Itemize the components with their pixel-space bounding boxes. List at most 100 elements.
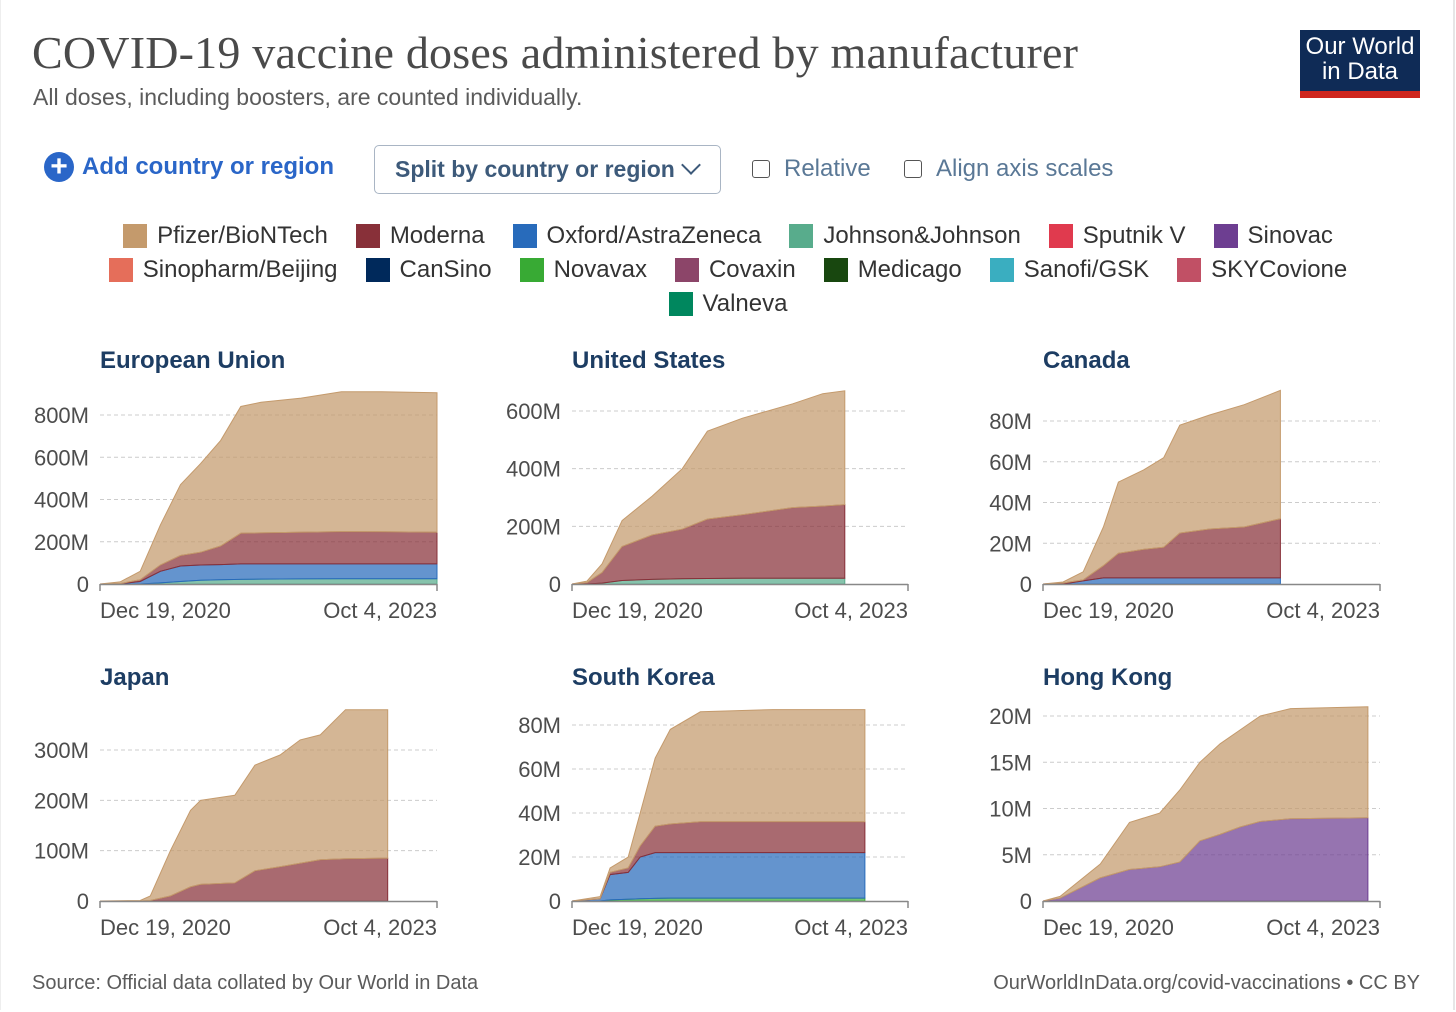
legend-label: Pfizer/BioNTech [157, 222, 328, 249]
legend-item[interactable]: Pfizer/BioNTech [123, 222, 328, 250]
legend-label: CanSino [399, 256, 492, 283]
legend-label: Medicago [857, 256, 962, 283]
x-tick-label: Dec 19, 2020 [572, 915, 703, 940]
area-pfizer-biontech [99, 709, 389, 902]
y-tick-label: 5M [1001, 843, 1032, 868]
y-tick-label: 600M [506, 399, 561, 424]
y-tick-label: 600M [34, 445, 89, 470]
y-tick-label: 0 [1020, 572, 1032, 597]
legend-swatch [1177, 258, 1202, 282]
legend-label: Oxford/AstraZeneca [546, 222, 762, 249]
x-tick-label: Oct 4, 2023 [794, 915, 908, 940]
legend-item[interactable]: SKYCovione [1177, 256, 1347, 284]
legend-swatch [512, 224, 537, 248]
source-link[interactable]: OurWorldInData.org/covid-vaccinations • … [993, 972, 1420, 994]
relative-checkbox[interactable]: Relative [752, 155, 871, 183]
x-tick-label: Dec 19, 2020 [100, 915, 231, 940]
legend-label: Sputnik V [1082, 222, 1186, 249]
owid-logo[interactable]: Our World in Data [1300, 30, 1420, 98]
legend-item[interactable]: CanSino [365, 256, 492, 284]
panel-title: European Union [100, 347, 285, 374]
y-tick-label: 10M [989, 797, 1032, 822]
split-by-dropdown[interactable]: Split by country or region [374, 145, 721, 194]
y-tick-label: 200M [34, 788, 89, 813]
y-tick-label: 0 [77, 889, 89, 914]
x-tick-label: Dec 19, 2020 [1043, 915, 1174, 940]
area-pfizer-biontech [99, 391, 438, 585]
legend-item[interactable]: Valneva [668, 290, 788, 318]
legend-item[interactable]: Sanofi/GSK [989, 256, 1150, 284]
legend-swatch [789, 224, 814, 248]
y-tick-label: 40M [989, 491, 1032, 516]
y-tick-label: 60M [989, 450, 1032, 475]
legend-item[interactable]: Johnson&Johnson [789, 222, 1021, 250]
y-tick-label: 80M [518, 713, 561, 738]
legend-item[interactable]: Novavax [519, 256, 647, 284]
chart-title: COVID-19 vaccine doses administered by m… [32, 27, 1079, 78]
checkbox-icon[interactable] [904, 160, 922, 178]
x-tick-label: Oct 4, 2023 [323, 598, 437, 623]
logo-line-2: in Data [1321, 58, 1399, 85]
y-tick-label: 40M [518, 801, 561, 826]
legend-swatch [519, 258, 544, 282]
y-tick-label: 20M [989, 531, 1032, 556]
legend-row: Pfizer/BioNTech Moderna Oxford/AstraZeneca… [0, 222, 1456, 250]
y-tick-label: 15M [989, 750, 1032, 775]
legend-label: Sinovac [1247, 222, 1333, 249]
legend-label: SKYCovione [1211, 256, 1348, 283]
legend-item[interactable]: Sinovac [1213, 222, 1333, 250]
y-tick-label: 60M [518, 757, 561, 782]
legend-swatch [989, 258, 1014, 282]
legend-row: Valneva [0, 290, 1456, 318]
y-tick-label: 0 [77, 572, 89, 597]
plus-circle-icon: + [44, 152, 74, 182]
add-country-button[interactable]: + Add country or region [44, 152, 334, 182]
legend-item[interactable]: Covaxin [674, 256, 796, 284]
area-pfizer-biontech [1042, 706, 1369, 902]
source-note: Source: Official data collated by Our Wo… [32, 972, 479, 994]
legend-item[interactable]: Oxford/AstraZeneca [512, 222, 762, 250]
area-pfizer-biontech [571, 709, 866, 902]
panel-title: South Korea [572, 664, 715, 691]
checkbox-icon[interactable] [752, 160, 770, 178]
y-tick-label: 20M [989, 704, 1032, 729]
legend-label: Sinopharm/Beijing [142, 256, 338, 283]
legend-swatch [674, 258, 699, 282]
y-tick-label: 200M [34, 530, 89, 555]
x-tick-label: Dec 19, 2020 [100, 598, 231, 623]
y-tick-label: 0 [549, 572, 561, 597]
legend-label: Valneva [702, 290, 788, 317]
y-tick-label: 80M [989, 409, 1032, 434]
logo-line-1: Our World [1305, 33, 1415, 60]
legend-label: Moderna [389, 222, 485, 249]
y-tick-label: 20M [518, 845, 561, 870]
area-pfizer-biontech [1042, 389, 1281, 585]
panel-title: Japan [100, 664, 169, 691]
legend-swatch [108, 258, 133, 282]
x-tick-label: Oct 4, 2023 [794, 598, 908, 623]
legend-label: Sanofi/GSK [1023, 256, 1150, 283]
legend-item[interactable]: Moderna [355, 222, 485, 250]
area-pfizer-biontech [571, 390, 846, 585]
legend-item[interactable]: Sinopharm/Beijing [108, 256, 338, 284]
legend-label: Covaxin [708, 256, 796, 283]
y-tick-label: 0 [549, 889, 561, 914]
y-tick-label: 300M [34, 738, 89, 763]
add-country-label: Add country or region [82, 153, 334, 180]
legend-swatch [365, 258, 390, 282]
legend-item[interactable]: Medicago [823, 256, 962, 284]
y-tick-label: 100M [34, 839, 89, 864]
x-tick-label: Dec 19, 2020 [1043, 598, 1174, 623]
chart-subtitle: All doses, including boosters, are count… [33, 84, 583, 110]
align-axis-checkbox[interactable]: Align axis scales [904, 155, 1113, 183]
y-tick-label: 800M [34, 403, 89, 428]
panel-title: Hong Kong [1043, 664, 1172, 691]
y-tick-label: 400M [34, 488, 89, 513]
y-tick-label: 400M [506, 457, 561, 482]
panel-title: Canada [1043, 347, 1130, 374]
legend-label: Johnson&Johnson [823, 222, 1021, 249]
y-tick-label: 0 [1020, 889, 1032, 914]
legend-item[interactable]: Sputnik V [1048, 222, 1186, 250]
legend-swatch [1048, 224, 1073, 248]
